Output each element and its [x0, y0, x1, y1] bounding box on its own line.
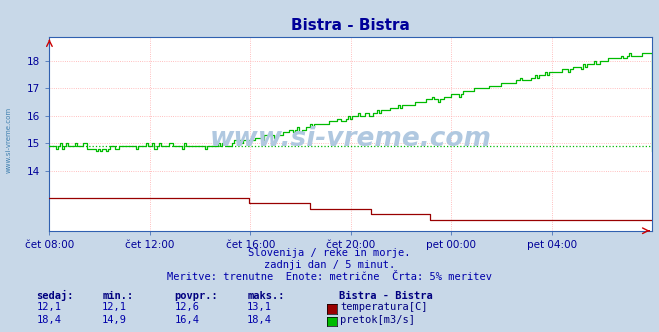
Text: pretok[m3/s]: pretok[m3/s] [340, 315, 415, 325]
Text: povpr.:: povpr.: [175, 291, 218, 301]
Text: maks.:: maks.: [247, 291, 285, 301]
Text: 18,4: 18,4 [36, 315, 61, 325]
Text: 12,6: 12,6 [175, 302, 200, 312]
Text: 12,1: 12,1 [36, 302, 61, 312]
Text: 16,4: 16,4 [175, 315, 200, 325]
Text: Bistra - Bistra: Bistra - Bistra [339, 291, 433, 301]
Text: www.si-vreme.com: www.si-vreme.com [210, 126, 492, 152]
Text: temperatura[C]: temperatura[C] [340, 302, 428, 312]
Text: sedaj:: sedaj: [36, 290, 74, 301]
Text: 13,1: 13,1 [247, 302, 272, 312]
Title: Bistra - Bistra: Bistra - Bistra [291, 18, 411, 33]
Text: min.:: min.: [102, 291, 133, 301]
Text: zadnji dan / 5 minut.: zadnji dan / 5 minut. [264, 260, 395, 270]
Text: Slovenija / reke in morje.: Slovenija / reke in morje. [248, 248, 411, 258]
Text: Meritve: trenutne  Enote: metrične  Črta: 5% meritev: Meritve: trenutne Enote: metrične Črta: … [167, 272, 492, 282]
Text: www.si-vreme.com: www.si-vreme.com [5, 106, 11, 173]
Text: 12,1: 12,1 [102, 302, 127, 312]
Text: 14,9: 14,9 [102, 315, 127, 325]
Text: 18,4: 18,4 [247, 315, 272, 325]
